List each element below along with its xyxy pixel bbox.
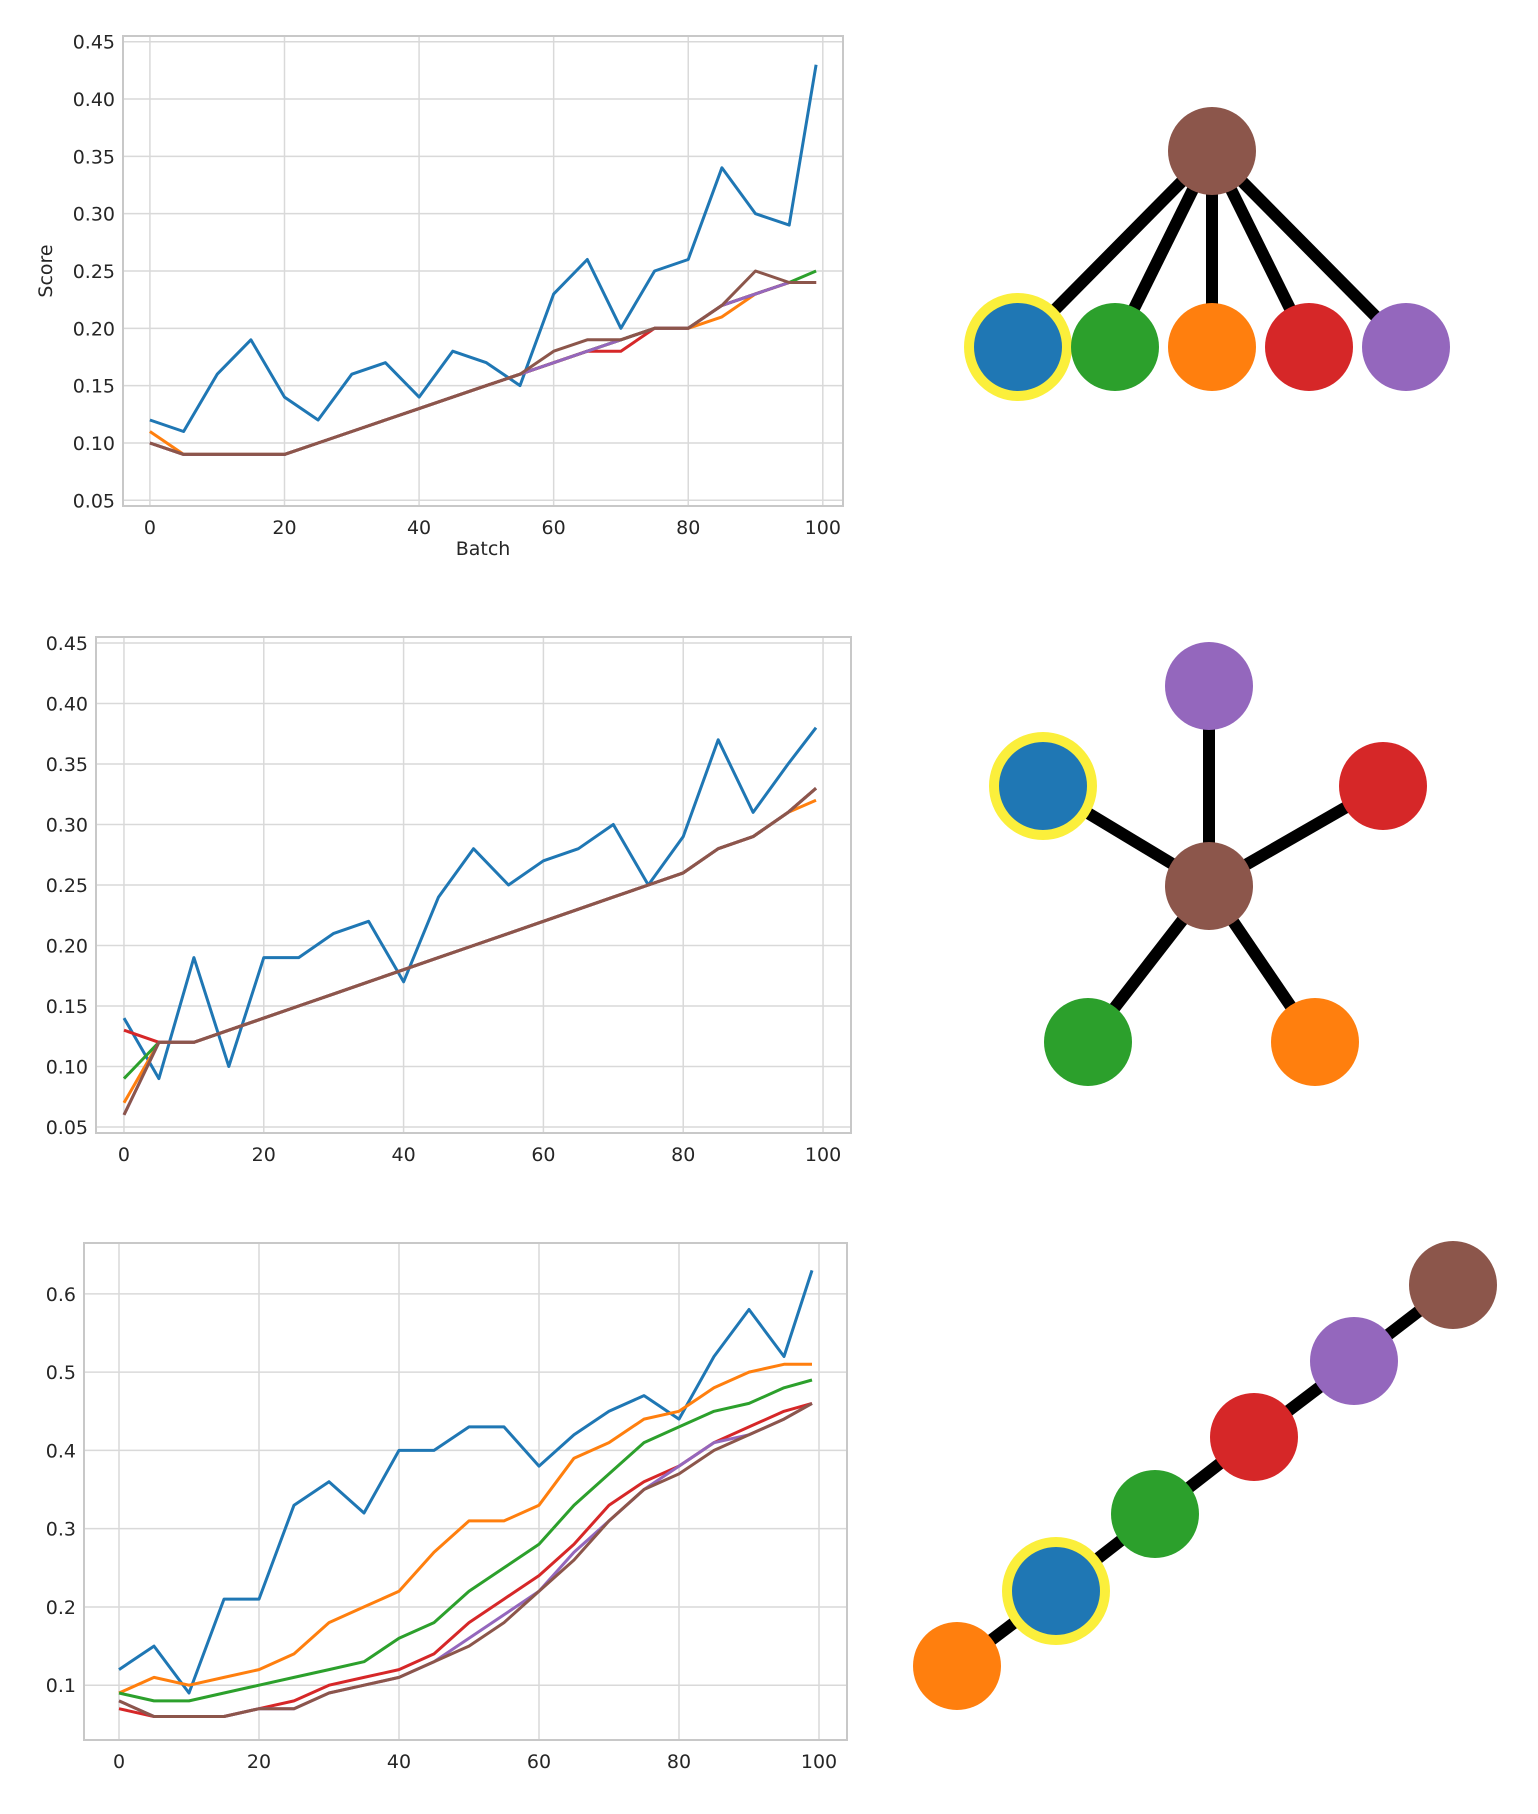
x-tick-label: 40 xyxy=(391,1144,415,1166)
y-tick-label: 0.45 xyxy=(73,32,115,54)
y-tick-label: 0.4 xyxy=(46,1440,76,1462)
x-tick-label: 0 xyxy=(118,1144,130,1166)
y-tick-label: 0.3 xyxy=(46,1519,76,1541)
x-tick-label: 40 xyxy=(407,517,431,539)
x-tick-label: 40 xyxy=(387,1751,411,1773)
y-tick-label: 0.5 xyxy=(46,1362,76,1384)
series-line-brown xyxy=(122,787,817,1116)
y-tick-label: 0.20 xyxy=(46,935,88,957)
graph-node-orange xyxy=(1271,998,1359,1086)
x-tick-label: 0 xyxy=(144,517,156,539)
y-tick-label: 0.40 xyxy=(73,89,115,111)
graph-node-purple xyxy=(1362,303,1450,391)
graph-middle-star xyxy=(989,642,1427,1086)
graph-node-red xyxy=(1265,303,1353,391)
y-tick-label: 0.25 xyxy=(46,875,88,897)
plot-frame xyxy=(83,1242,848,1741)
graph-node-red xyxy=(1339,742,1427,830)
series-line-green xyxy=(122,787,817,1080)
graph-node-brown xyxy=(1168,107,1256,195)
series-line-brown xyxy=(118,1402,813,1718)
y-tick-label: 0.40 xyxy=(46,694,88,716)
x-tick-label: 80 xyxy=(676,517,700,539)
y-tick-label: 0.30 xyxy=(46,815,88,837)
y-tick-label: 0.25 xyxy=(73,261,115,283)
graph-node-blue-highlighted xyxy=(1002,1537,1110,1645)
graph-node-green xyxy=(1044,998,1132,1086)
y-tick-label: 0.35 xyxy=(73,146,115,168)
graph-node-blue-highlighted xyxy=(989,732,1097,840)
y-tick-label: 0.30 xyxy=(73,204,115,226)
graph-bottom-chain xyxy=(913,1241,1497,1710)
graph-node-purple xyxy=(1310,1317,1398,1405)
x-tick-label: 80 xyxy=(671,1144,695,1166)
graph-node-brown xyxy=(1165,842,1253,930)
graph-node-green xyxy=(1071,303,1159,391)
x-tick-label: 20 xyxy=(272,517,296,539)
y-tick-label: 0.10 xyxy=(73,433,115,455)
graph-node-brown xyxy=(1409,1241,1497,1329)
graph-node-purple xyxy=(1165,642,1253,730)
x-tick-label: 100 xyxy=(805,517,841,539)
x-tick-label: 60 xyxy=(531,1144,555,1166)
series-line-orange xyxy=(118,1362,812,1695)
graph-node-orange xyxy=(913,1622,1001,1710)
chart-bottom: 0 20 40 60 80 100 0.1 0.2 0.3 0.4 0.5 0.6 xyxy=(46,1242,848,1773)
series-line-blue xyxy=(149,64,818,433)
series-line-blue xyxy=(118,1269,814,1695)
x-tick-label: 20 xyxy=(247,1751,271,1773)
y-tick-label: 0.35 xyxy=(46,754,88,776)
series-line-blue xyxy=(122,726,818,1081)
x-axis-label: Batch xyxy=(456,538,511,560)
y-tick-label: 0.2 xyxy=(46,1597,76,1619)
series-line-brown xyxy=(149,269,817,456)
x-tick-label: 60 xyxy=(527,1751,551,1773)
graph-top-tree xyxy=(964,107,1450,401)
plot-frame xyxy=(122,35,844,507)
x-tick-label: 100 xyxy=(805,1144,841,1166)
y-tick-label: 0.05 xyxy=(46,1117,88,1139)
chart-top: 0 20 40 60 80 100 0.05 0.10 0.15 0.20 0.25 0.30 0.35… xyxy=(35,32,844,560)
x-tick-label: 0 xyxy=(113,1751,125,1773)
y-tick-label: 0.6 xyxy=(46,1284,76,1306)
y-tick-label: 0.15 xyxy=(46,996,88,1018)
graph-node-blue-highlighted xyxy=(964,293,1072,401)
graph-node-red xyxy=(1210,1393,1298,1481)
x-tick-label: 60 xyxy=(542,517,566,539)
chart-middle: 0 20 40 60 80 100 0.05 0.10 0.15 0.20 0.25 0.30 0.35… xyxy=(46,633,852,1166)
series-line-green xyxy=(118,1378,813,1703)
y-tick-label: 0.10 xyxy=(46,1056,88,1078)
x-tick-label: 80 xyxy=(667,1751,691,1773)
graph-edge xyxy=(1207,146,1411,352)
y-tick-label: 0.15 xyxy=(73,376,115,398)
y-tick-label: 0.05 xyxy=(73,490,115,512)
y-tick-label: 0.45 xyxy=(46,633,88,655)
graph-node-green xyxy=(1111,1470,1199,1558)
plot-frame xyxy=(95,636,852,1134)
series-line-orange xyxy=(122,798,817,1104)
y-axis-label: Score xyxy=(35,244,57,297)
y-tick-label: 0.20 xyxy=(73,318,115,340)
x-tick-label: 100 xyxy=(801,1751,837,1773)
y-tick-label: 0.1 xyxy=(46,1675,76,1697)
series-line-red xyxy=(123,787,817,1044)
graph-node-orange xyxy=(1168,303,1256,391)
x-tick-label: 20 xyxy=(252,1144,276,1166)
